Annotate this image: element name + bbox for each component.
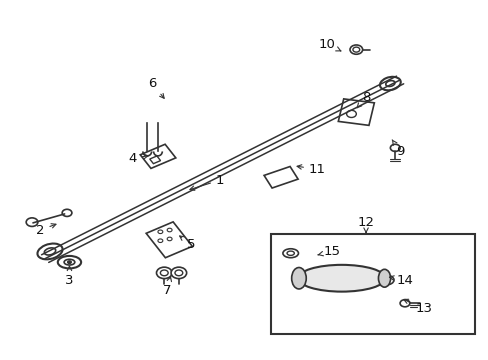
Ellipse shape (379, 77, 400, 90)
Ellipse shape (297, 265, 385, 292)
Ellipse shape (38, 244, 62, 259)
Circle shape (349, 45, 362, 54)
FancyBboxPatch shape (149, 156, 160, 164)
FancyBboxPatch shape (146, 222, 192, 258)
Circle shape (62, 209, 72, 216)
Circle shape (389, 144, 399, 152)
Ellipse shape (64, 259, 75, 265)
Text: 2: 2 (36, 224, 56, 237)
Bar (271, 234, 474, 334)
Ellipse shape (381, 278, 388, 282)
Ellipse shape (378, 269, 390, 287)
Text: 10: 10 (318, 38, 340, 51)
Text: 4: 4 (128, 152, 148, 165)
FancyBboxPatch shape (140, 144, 176, 168)
Text: 7: 7 (162, 277, 171, 297)
Text: 15: 15 (317, 245, 340, 258)
Text: 1: 1 (190, 174, 224, 190)
Circle shape (175, 270, 183, 276)
Circle shape (346, 111, 356, 117)
FancyBboxPatch shape (338, 99, 374, 125)
Ellipse shape (283, 249, 298, 258)
Ellipse shape (376, 275, 393, 285)
FancyBboxPatch shape (264, 166, 298, 188)
Text: 11: 11 (297, 163, 325, 176)
Text: 9: 9 (391, 140, 404, 158)
Ellipse shape (58, 256, 81, 269)
Circle shape (171, 267, 186, 279)
Text: 5: 5 (179, 236, 195, 251)
Circle shape (67, 261, 71, 264)
Text: 14: 14 (388, 274, 412, 287)
Circle shape (352, 47, 359, 52)
Ellipse shape (385, 81, 394, 86)
Text: 6: 6 (148, 77, 164, 98)
Ellipse shape (44, 248, 56, 255)
Circle shape (156, 267, 172, 279)
Text: 13: 13 (403, 299, 432, 315)
Ellipse shape (291, 267, 305, 289)
Ellipse shape (286, 251, 294, 255)
Circle shape (26, 218, 38, 226)
Circle shape (160, 270, 168, 276)
Circle shape (399, 300, 409, 307)
Text: 8: 8 (356, 91, 369, 108)
Text: 3: 3 (65, 266, 74, 287)
Text: 12: 12 (357, 216, 374, 233)
